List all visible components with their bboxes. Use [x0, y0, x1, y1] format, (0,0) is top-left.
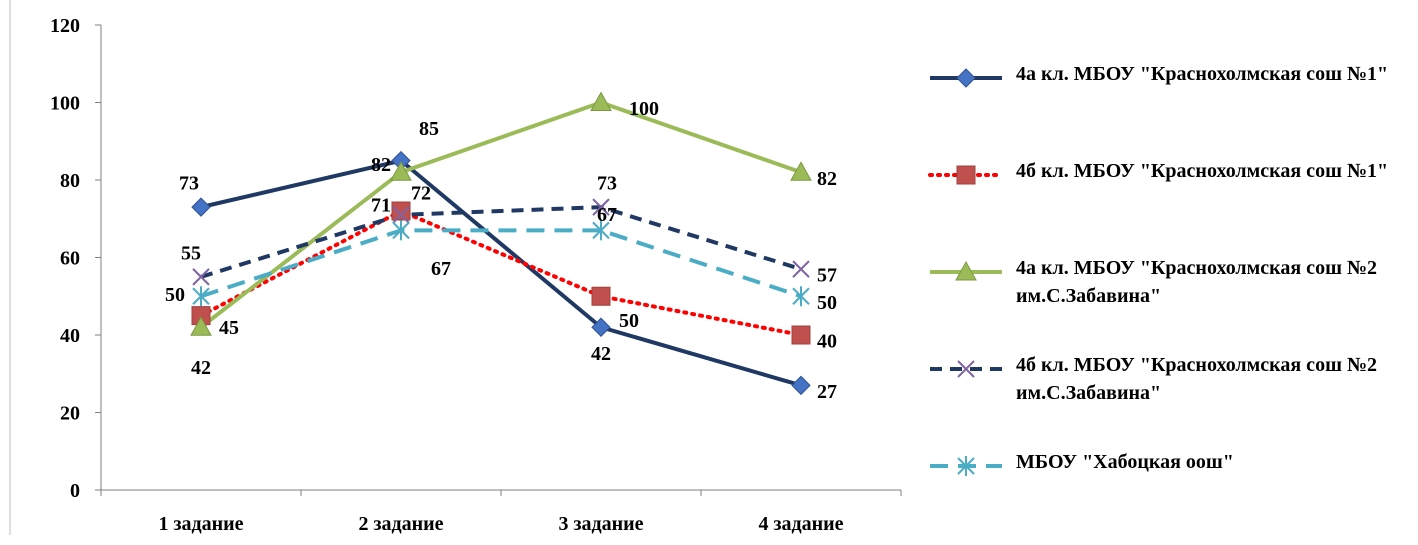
data-label: 73 — [179, 173, 199, 195]
y-tick-label: 80 — [60, 170, 80, 192]
data-point-marker — [590, 91, 612, 111]
x-tick-label: 4 задание — [758, 513, 843, 535]
data-point-marker — [592, 220, 610, 241]
chart-legend: 4а кл. МБОУ "Краснохолмская сош №1" 4б кл… — [928, 60, 1408, 545]
data-label: 67 — [431, 258, 451, 280]
data-point-marker — [392, 220, 410, 241]
data-label: 57 — [817, 265, 837, 287]
data-label: 42 — [191, 357, 211, 379]
y-tick-label: 120 — [50, 15, 80, 37]
data-point-marker — [390, 161, 412, 181]
y-tick-label: 60 — [60, 248, 80, 270]
series-line-4 — [200, 205, 802, 279]
data-label: 50 — [619, 310, 639, 332]
data-label: 100 — [629, 98, 659, 120]
legend-marker — [956, 68, 976, 88]
y-tick-label: 0 — [70, 480, 80, 502]
x-tick-label: 1 задание — [158, 513, 243, 535]
legend-swatch — [928, 165, 1004, 185]
data-point-marker — [190, 316, 212, 336]
data-label: 67 — [597, 204, 617, 226]
legend-swatch — [930, 456, 1002, 476]
x-axis-ticks: 1 задание 2 задание 3 задание 4 задание — [100, 490, 902, 535]
legend-item: 4б кл. МБОУ "Краснохолмская сош №2 им.С.… — [928, 351, 1408, 448]
y-axis-ticks: 0 20 40 60 80 100 120 — [50, 15, 101, 502]
series-line-2 — [199, 209, 803, 337]
legend-label: МБОУ "Хабоцкая оош" — [1016, 451, 1234, 473]
series-line-5 — [200, 228, 802, 299]
data-label: 27 — [817, 381, 837, 403]
legend-label: 4а кл. МБОУ "Краснохолмская сош №1" — [1016, 63, 1389, 85]
legend-swatch — [930, 68, 1002, 88]
y-tick-label: 100 — [50, 93, 80, 115]
legend-marker — [957, 360, 975, 378]
series-line-1 — [200, 158, 802, 388]
legend-marker — [956, 165, 976, 185]
data-label: 73 — [597, 173, 617, 195]
legend-swatch — [930, 260, 1002, 281]
x-tick-label: 2 задание — [358, 513, 443, 535]
data-point-marker — [791, 375, 811, 396]
data-label: 71 — [371, 194, 391, 216]
data-point-marker — [792, 260, 810, 278]
legend-item: 4а кл. МБОУ "Краснохолмская сош №2 им.С.… — [928, 254, 1408, 351]
data-label: 40 — [817, 331, 837, 353]
data-point-marker — [191, 197, 211, 217]
legend-marker — [957, 456, 975, 476]
data-point-marker — [392, 206, 410, 224]
legend-item: 4б кл. МБОУ "Краснохолмская сош №1" — [928, 157, 1408, 254]
data-point-marker — [192, 268, 210, 286]
legend-label: 4б кл. МБОУ "Краснохолмская сош №2 им.С.… — [1016, 354, 1378, 404]
data-label: 72 — [411, 183, 431, 205]
legend-item: 4а кл. МБОУ "Краснохолмская сош №1" — [928, 60, 1408, 157]
data-point-marker — [790, 161, 812, 181]
data-point-marker — [391, 201, 411, 221]
legend-swatch — [930, 360, 1002, 378]
data-label: 55 — [181, 242, 201, 264]
y-tick-label: 20 — [60, 403, 80, 425]
data-point-marker — [591, 286, 611, 306]
data-label: 85 — [419, 118, 439, 140]
legend-marker — [955, 260, 977, 281]
series-line-3 — [199, 100, 802, 329]
y-tick-label: 40 — [60, 325, 80, 347]
data-label: 82 — [371, 154, 391, 176]
legend-label: 4б кл. МБОУ "Краснохолмская сош №1" — [1016, 160, 1389, 182]
series-lines — [199, 100, 803, 388]
data-label: 45 — [219, 317, 239, 339]
data-point-marker — [592, 198, 610, 216]
legend-label: 4а кл. МБОУ "Краснохолмская сош №2 им.С.… — [1016, 257, 1378, 307]
data-point-marker — [792, 286, 810, 307]
data-label: 50 — [817, 292, 837, 314]
series-markers — [190, 91, 812, 396]
data-point-marker — [591, 317, 611, 337]
data-labels: 73 85 42 27 45 72 50 40 42 82 100 82 55 71 73 57 50 67 67 5… — [165, 98, 837, 403]
data-label: 82 — [817, 168, 837, 190]
data-point-marker — [791, 325, 811, 345]
data-label: 50 — [165, 284, 185, 306]
x-tick-label: 3 задание — [558, 513, 643, 535]
legend-item: МБОУ "Хабоцкая оош" — [928, 448, 1408, 545]
data-point-marker — [192, 286, 210, 307]
data-label: 42 — [591, 343, 611, 365]
